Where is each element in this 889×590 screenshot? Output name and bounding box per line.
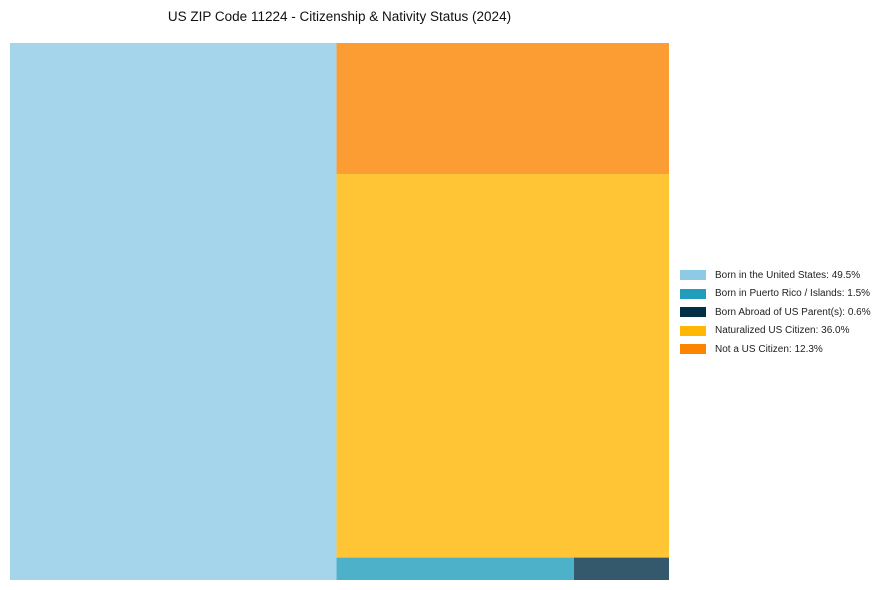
legend-item-born-abroad: Born Abroad of US Parent(s): 0.6% [680, 303, 871, 322]
legend-label-born-puerto-rico: Born in Puerto Rico / Islands: 1.5% [715, 288, 871, 300]
treemap-rect-born-puerto-rico [336, 557, 575, 580]
legend-label-born-abroad: Born Abroad of US Parent(s): 0.6% [715, 306, 871, 318]
legend-swatch-born-puerto-rico [680, 288, 706, 299]
treemap-rect-not-citizen [336, 43, 669, 175]
treemap-rect-naturalized [336, 174, 669, 558]
legend-label-born-us: Born in the United States: 49.5% [715, 269, 861, 281]
legend-item-not-citizen: Not a US Citizen: 12.3% [680, 340, 871, 359]
legend-label-not-citizen: Not a US Citizen: 12.3% [715, 343, 823, 355]
treemap-rect-born-us [10, 43, 337, 580]
legend-swatch-not-citizen [680, 344, 706, 355]
legend-item-born-us: Born in the United States: 49.5% [680, 266, 871, 285]
legend-swatch-born-abroad [680, 307, 706, 318]
treemap-plot [10, 43, 669, 580]
chart-title: US ZIP Code 11224 - Citizenship & Nativi… [167, 9, 512, 24]
treemap-rect-born-abroad [574, 557, 669, 580]
legend-item-naturalized: Naturalized US Citizen: 36.0% [680, 322, 871, 341]
legend-item-born-puerto-rico: Born in Puerto Rico / Islands: 1.5% [680, 285, 871, 304]
legend-swatch-naturalized [680, 325, 706, 336]
legend-swatch-born-us [680, 270, 706, 281]
legend-label-naturalized: Naturalized US Citizen: 36.0% [715, 325, 850, 337]
legend: Born in the United States: 49.5% Born in… [680, 266, 871, 359]
